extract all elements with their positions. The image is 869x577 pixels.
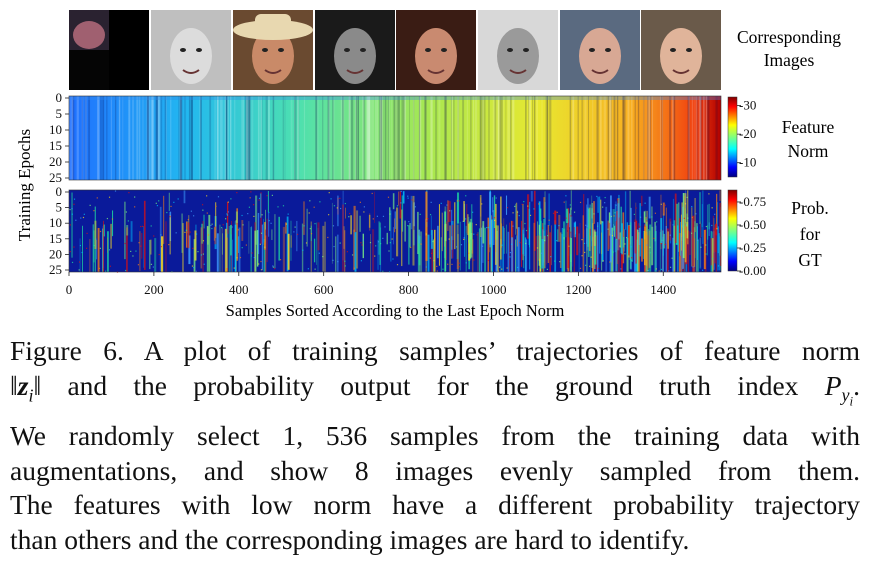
prob-label-line1: Prob. [791,198,828,218]
colorbar-tick-label: -0.25 [739,240,766,255]
x-tick-label: 0 [66,282,73,297]
colorbar-tick-label: -0.00 [739,263,766,278]
y-axis-label: Training Epochs [15,129,34,241]
prob-label-line3: GT [798,250,822,270]
caption-line-5: The features with low norm have a differ… [10,489,860,521]
face-thumbnail-7 [560,10,640,90]
caption-line-1-text: A plot of training samples’ trajectories… [143,335,860,366]
y-tick-label: 20 [49,246,62,261]
y-tick-label: 15 [49,138,62,153]
x-tick-label: 400 [229,282,249,297]
colorbar-tick-label: -10 [739,155,756,170]
images-label-line2: Images [764,50,815,70]
feature-norm-label-line1: Feature [782,117,835,137]
face-thumbnail-5 [396,10,476,90]
x-tick-label: 1400 [650,282,676,297]
face-thumbnail-6 [478,10,558,90]
y-tick-label: 10 [49,122,62,137]
caption-line-4: augmentations, and show 8 images evenly … [10,454,860,486]
y-tick-label: 0 [56,90,63,105]
x-tick-label: 600 [314,282,334,297]
y-tick-label: 5 [56,106,63,121]
face-thumbnail-1 [69,10,149,90]
caption-line-6: than others and the corresponding images… [10,524,690,556]
feature-norm-colorbar [727,96,738,178]
caption-line-1: Figure 6. A plot of training samples’ tr… [10,334,860,369]
caption-line-2: ‖zi‖ and the probability output for the … [10,369,860,409]
face-thumbnail-2 [151,10,231,90]
prob-heatmap [68,189,722,273]
x-tick-label: 800 [399,282,419,297]
face-thumbnail-8 [641,10,721,90]
face-thumbnail-4 [315,10,395,90]
caption-line-3: We randomly select 1, 536 samples from t… [10,420,860,452]
caption-line-2-text: and the probability output for the groun… [41,369,825,401]
x-tick-label: 1000 [480,282,506,297]
prob-colorbar [727,189,738,272]
x-tick-label: 200 [144,282,164,297]
prob-colorbar-ticks: -0.00 -0.25 -0.50 -0.75 [737,194,766,278]
y-tick-label: 20 [49,154,62,169]
colorbar-tick-label: -0.50 [739,217,766,232]
y-tick-label: 25 [49,170,62,185]
y-tick-label: 10 [49,215,62,230]
face-thumbnail-3 [233,10,313,90]
y-tick-label: 0 [56,184,63,199]
x-axis-ticks: 0 200 400 600 800 1000 1200 1400 [66,272,676,297]
figure-label: Figure 6. [10,335,124,366]
x-tick-label: 1200 [565,282,591,297]
y-tick-label: 15 [49,231,62,246]
colorbar-tick-label: -20 [739,126,756,141]
x-axis-label: Samples Sorted According to the Last Epo… [226,301,565,320]
y-tick-label: 25 [49,262,62,277]
y-tick-label: 5 [56,200,63,215]
image-thumbnails [69,10,721,90]
feature-norm-heatmap [68,95,722,181]
figure-caption: Figure 6. A plot of training samples’ tr… [10,334,860,558]
feature-norm-colorbar-ticks: -10 -20 -30 [737,98,756,170]
colorbar-tick-label: -0.75 [739,194,766,209]
images-label-line1: Corresponding [737,27,841,47]
colorbar-tick-label: -30 [739,98,756,113]
feature-norm-label-line2: Norm [788,141,829,161]
prob-label-line2: for [800,224,821,244]
